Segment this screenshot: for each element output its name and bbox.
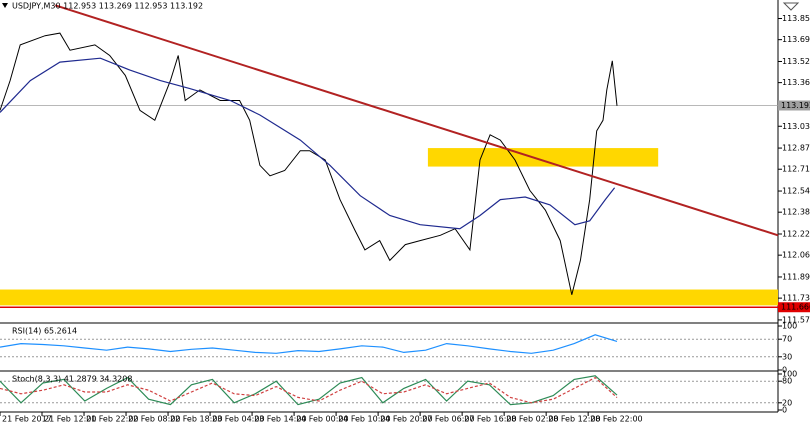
y-tick-label: 0 bbox=[782, 366, 787, 375]
x-tick-label: 24 Feb 20:00 bbox=[380, 415, 432, 424]
y-tick-label: 112.385 bbox=[782, 208, 810, 217]
y-tick-label: 113.850 bbox=[782, 14, 810, 23]
series-line bbox=[0, 376, 618, 404]
y-tick-label: 100 bbox=[782, 322, 797, 331]
y-tick-label: 30 bbox=[782, 352, 792, 361]
menu-arrow bbox=[2, 3, 8, 8]
x-tick-label: 24 Feb 10:00 bbox=[338, 415, 390, 424]
series-line bbox=[0, 334, 618, 354]
panel-title: USDJPY,M30 112.953 113.269 112.953 113.1… bbox=[12, 2, 203, 11]
y-tick-label: 113.690 bbox=[782, 35, 810, 44]
y-tick-label: 112.220 bbox=[782, 230, 810, 239]
y-tick-label: 112.545 bbox=[782, 187, 810, 196]
y-tick-label: 112.870 bbox=[782, 144, 810, 153]
y-tick-label: 80 bbox=[782, 377, 792, 386]
x-tick-label: 22 Feb 08:00 bbox=[128, 415, 180, 424]
y-tick-label: 100 bbox=[782, 370, 797, 379]
price-label-box bbox=[778, 302, 810, 313]
price-label: 111.666 bbox=[781, 303, 810, 312]
y-tick-label: 111.895 bbox=[782, 272, 810, 281]
x-tick-label: 24 Feb 00:00 bbox=[296, 415, 348, 424]
y-tick-label: 70 bbox=[782, 335, 792, 344]
y-tick-label: 111.570 bbox=[782, 315, 810, 324]
panel-title: RSI(14) 65.2614 bbox=[12, 327, 77, 336]
zone bbox=[427, 148, 659, 167]
x-tick-label: 21 Feb 22:00 bbox=[86, 415, 138, 424]
x-tick-label: 21 Feb 12:00 bbox=[44, 415, 96, 424]
series-line bbox=[0, 32, 618, 295]
zone bbox=[0, 289, 778, 306]
y-tick-label: 0 bbox=[782, 406, 787, 415]
price-label-box bbox=[778, 100, 810, 111]
price-label: 113.192 bbox=[781, 101, 810, 110]
x-tick-label: 27 Feb 06:00 bbox=[422, 415, 474, 424]
panel-title: Stoch(8,3,3) 41.2879 34.3208 bbox=[12, 375, 132, 384]
series-line bbox=[0, 57, 616, 230]
corner-icon bbox=[782, 2, 800, 11]
x-tick-label: 27 Feb 16:00 bbox=[464, 415, 516, 424]
y-tick-label: 111.735 bbox=[782, 294, 810, 303]
x-tick-label: 28 Feb 12:00 bbox=[548, 415, 600, 424]
y-tick-label: 112.060 bbox=[782, 251, 810, 260]
trendline bbox=[54, 4, 779, 237]
series-line bbox=[0, 375, 618, 406]
y-tick-label: 113.365 bbox=[782, 78, 810, 87]
y-tick-label: 113.525 bbox=[782, 57, 810, 66]
y-tick-label: 113.035 bbox=[782, 122, 810, 131]
x-tick-label: 28 Feb 02:00 bbox=[506, 415, 558, 424]
x-tick-label: 28 Feb 22:00 bbox=[590, 415, 642, 424]
x-tick-label: 23 Feb 14:00 bbox=[254, 415, 306, 424]
y-tick-label: 112.710 bbox=[782, 165, 810, 174]
x-tick-label: 21 Feb 2017 bbox=[2, 415, 52, 424]
x-tick-label: 23 Feb 04:00 bbox=[212, 415, 264, 424]
y-tick-label: 20 bbox=[782, 398, 792, 407]
x-tick-label: 22 Feb 18:00 bbox=[170, 415, 222, 424]
